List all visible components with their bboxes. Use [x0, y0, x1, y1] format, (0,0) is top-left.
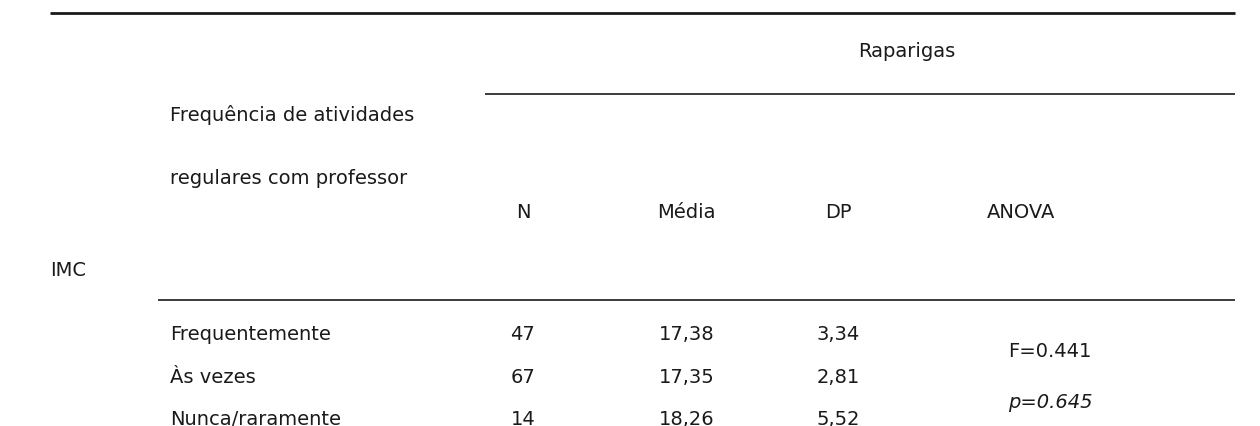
Text: p=0.645: p=0.645: [1008, 393, 1092, 412]
Text: Frequentemente: Frequentemente: [170, 325, 331, 344]
Text: IMC: IMC: [50, 261, 87, 280]
Text: 2,81: 2,81: [816, 368, 859, 386]
Text: 67: 67: [510, 368, 536, 386]
Text: Às vezes: Às vezes: [170, 368, 256, 386]
Text: Nunca/raramente: Nunca/raramente: [170, 410, 341, 426]
Text: 5,52: 5,52: [816, 410, 859, 426]
Text: 17,35: 17,35: [659, 368, 714, 386]
Text: Raparigas: Raparigas: [858, 42, 956, 60]
Text: Frequência de atividades: Frequência de atividades: [170, 105, 415, 125]
Text: 47: 47: [510, 325, 536, 344]
Text: 17,38: 17,38: [659, 325, 714, 344]
Text: DP: DP: [824, 204, 852, 222]
Text: 14: 14: [510, 410, 536, 426]
Text: 18,26: 18,26: [659, 410, 714, 426]
Text: regulares com professor: regulares com professor: [170, 170, 407, 188]
Text: 3,34: 3,34: [816, 325, 859, 344]
Text: N: N: [515, 204, 530, 222]
Text: ANOVA: ANOVA: [987, 204, 1055, 222]
Text: F=0.441: F=0.441: [1008, 342, 1091, 361]
Text: Média: Média: [658, 204, 716, 222]
